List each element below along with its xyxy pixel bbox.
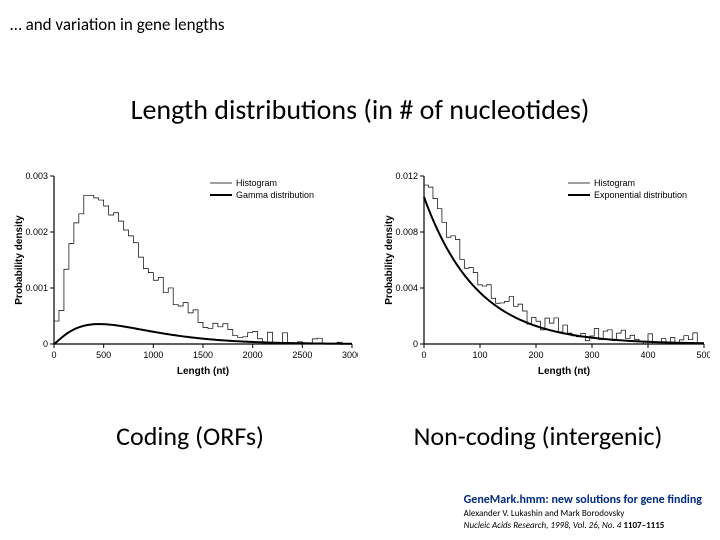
svg-text:500: 500: [696, 350, 710, 360]
svg-text:Histogram: Histogram: [594, 178, 635, 188]
svg-text:2500: 2500: [292, 350, 312, 360]
svg-text:0.001: 0.001: [25, 283, 48, 293]
main-title: Length distributions (in # of nucleotide…: [0, 92, 720, 127]
citation-source: Nucleic Acids Research, 1998, Vol. 26, N…: [464, 520, 702, 532]
svg-text:400: 400: [640, 350, 655, 360]
svg-text:Probability density: Probability density: [14, 215, 25, 305]
citation-title: GeneMark.hmm: new solutions for gene fin…: [464, 492, 702, 508]
svg-text:200: 200: [528, 350, 543, 360]
svg-text:0.002: 0.002: [25, 227, 48, 237]
svg-text:0: 0: [51, 350, 56, 360]
svg-text:Probability density: Probability density: [384, 215, 395, 305]
chart-labels: Coding (ORFs) Non-coding (intergenic): [0, 420, 720, 452]
top-context-note: … and variation in gene lengths: [10, 14, 225, 35]
svg-text:Length (nt): Length (nt): [538, 366, 590, 377]
chart-noncoding: 0 100 200 300 400 500 0 0.004 0.008 0.012 Length (…: [380, 168, 710, 378]
svg-text:Exponential distribution: Exponential distribution: [594, 190, 687, 200]
svg-text:0.012: 0.012: [395, 171, 418, 181]
citation-authors: Alexander V. Lukashin and Mark Borodovsk…: [464, 508, 702, 520]
svg-text:500: 500: [96, 350, 111, 360]
charts-container: 05001000150020002500300000.0010.0020.003…: [10, 168, 710, 378]
svg-text:0.004: 0.004: [395, 283, 418, 293]
label-noncoding: Non-coding (intergenic): [360, 420, 720, 452]
svg-text:2000: 2000: [243, 350, 263, 360]
svg-text:Gamma distribution: Gamma distribution: [236, 190, 314, 200]
svg-text:1000: 1000: [143, 350, 163, 360]
svg-text:1500: 1500: [193, 350, 213, 360]
citation-block: GeneMark.hmm: new solutions for gene fin…: [464, 492, 702, 532]
svg-text:0: 0: [421, 350, 426, 360]
svg-text:0: 0: [413, 339, 418, 349]
label-coding: Coding (ORFs): [0, 420, 360, 452]
svg-text:3000: 3000: [342, 350, 358, 360]
svg-text:0.008: 0.008: [395, 227, 418, 237]
svg-text:300: 300: [584, 350, 599, 360]
svg-text:Length (nt): Length (nt): [177, 366, 229, 377]
svg-text:100: 100: [472, 350, 487, 360]
svg-text:Histogram: Histogram: [236, 178, 277, 188]
svg-text:0.003: 0.003: [25, 171, 48, 181]
svg-text:0: 0: [43, 339, 48, 349]
chart-coding: 0 500 1000 1500 2000 2500 3000 0 0.001 0.002 0.003…: [10, 168, 358, 378]
